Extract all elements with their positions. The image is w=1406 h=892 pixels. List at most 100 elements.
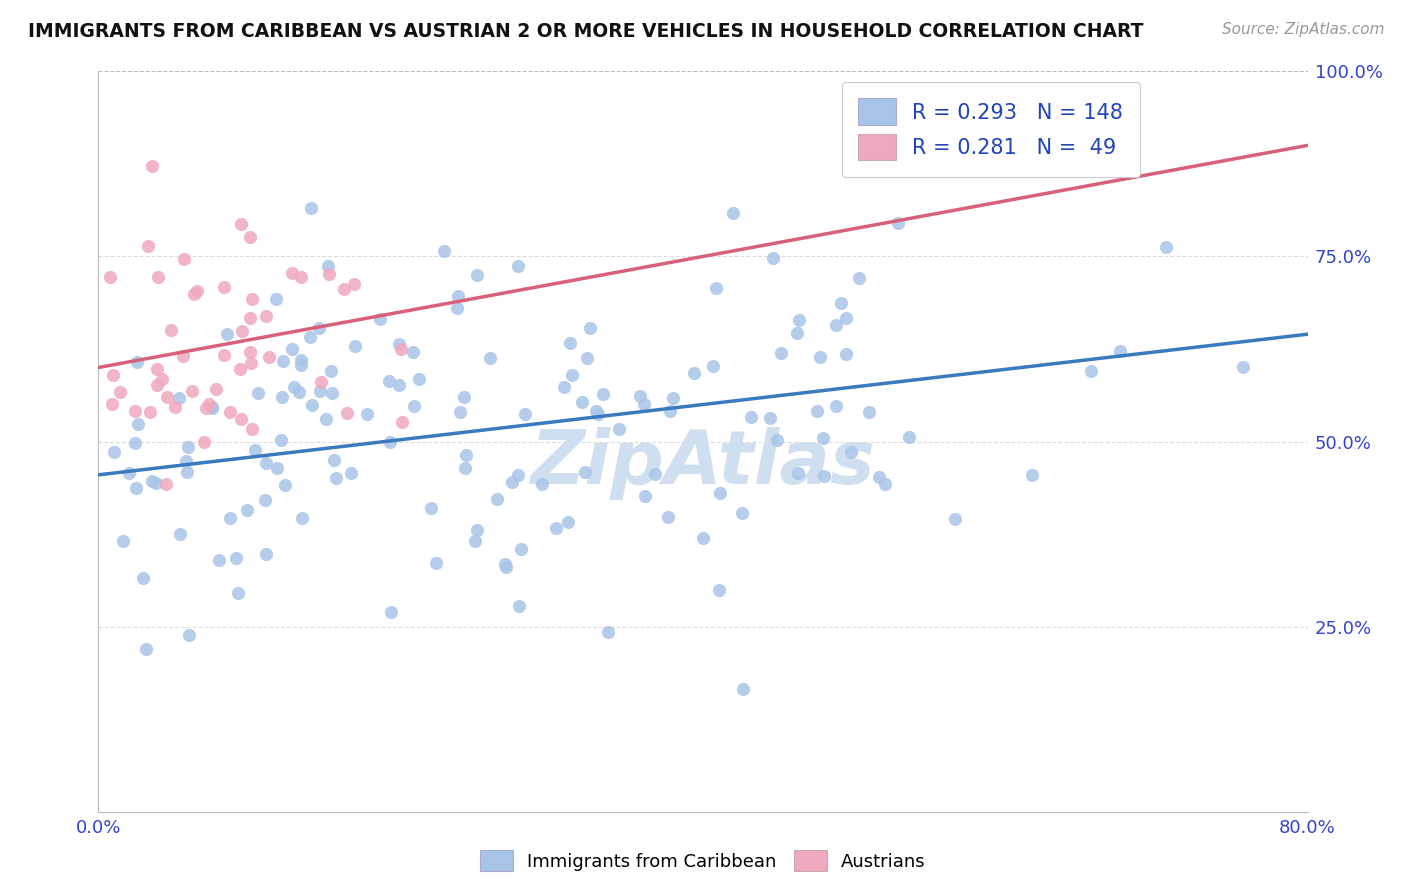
Point bbox=[177, 627, 200, 641]
Point bbox=[257, 350, 280, 364]
Point bbox=[288, 385, 311, 400]
Point bbox=[299, 202, 322, 216]
Point bbox=[465, 268, 488, 282]
Legend: Immigrants from Caribbean, Austrians: Immigrants from Caribbean, Austrians bbox=[472, 843, 934, 879]
Point bbox=[299, 330, 322, 344]
Point bbox=[155, 477, 177, 491]
Point bbox=[253, 493, 276, 508]
Point bbox=[557, 515, 579, 529]
Point bbox=[281, 343, 304, 357]
Point bbox=[446, 301, 468, 316]
Point bbox=[433, 244, 456, 259]
Point bbox=[309, 375, 332, 389]
Point bbox=[1021, 468, 1043, 483]
Point bbox=[344, 339, 367, 353]
Point bbox=[214, 348, 236, 362]
Point bbox=[172, 349, 194, 363]
Point bbox=[692, 531, 714, 545]
Point bbox=[858, 405, 880, 419]
Point bbox=[873, 477, 896, 491]
Point bbox=[731, 506, 754, 520]
Point bbox=[485, 492, 508, 507]
Point bbox=[402, 399, 425, 413]
Point bbox=[585, 404, 607, 418]
Point bbox=[139, 405, 162, 419]
Point bbox=[657, 509, 679, 524]
Point bbox=[356, 407, 378, 421]
Point bbox=[579, 321, 602, 335]
Point bbox=[506, 260, 529, 274]
Point bbox=[186, 285, 208, 299]
Point bbox=[388, 377, 411, 392]
Point bbox=[808, 350, 831, 364]
Point bbox=[127, 417, 149, 432]
Point bbox=[702, 359, 724, 374]
Point bbox=[575, 351, 598, 365]
Text: ZipAtlas: ZipAtlas bbox=[530, 427, 876, 500]
Point bbox=[290, 358, 312, 372]
Point bbox=[169, 526, 191, 541]
Point bbox=[596, 625, 619, 640]
Point bbox=[132, 571, 155, 585]
Point bbox=[201, 400, 224, 414]
Point bbox=[141, 159, 163, 173]
Point bbox=[658, 403, 681, 417]
Point bbox=[219, 511, 242, 525]
Point bbox=[943, 512, 966, 526]
Point bbox=[766, 433, 789, 447]
Point bbox=[174, 453, 197, 467]
Point bbox=[709, 486, 731, 500]
Point bbox=[478, 351, 501, 365]
Point bbox=[733, 681, 755, 696]
Point bbox=[333, 282, 356, 296]
Point bbox=[145, 362, 167, 376]
Point bbox=[704, 281, 727, 295]
Point bbox=[254, 456, 277, 470]
Point bbox=[271, 354, 294, 368]
Point bbox=[101, 397, 124, 411]
Point bbox=[103, 368, 125, 382]
Point bbox=[240, 356, 263, 370]
Point bbox=[634, 489, 657, 503]
Point bbox=[813, 469, 835, 483]
Point bbox=[239, 310, 262, 325]
Point bbox=[236, 502, 259, 516]
Point bbox=[150, 372, 173, 386]
Point bbox=[231, 324, 253, 338]
Point bbox=[163, 400, 186, 414]
Point bbox=[167, 391, 190, 405]
Point bbox=[1080, 364, 1102, 378]
Point bbox=[112, 533, 135, 548]
Point bbox=[336, 406, 359, 420]
Point bbox=[454, 461, 477, 475]
Point bbox=[156, 390, 179, 404]
Point bbox=[513, 407, 536, 421]
Point bbox=[103, 444, 125, 458]
Point bbox=[571, 395, 593, 409]
Point bbox=[848, 271, 870, 285]
Point bbox=[323, 453, 346, 467]
Point bbox=[197, 397, 219, 411]
Point bbox=[125, 481, 148, 495]
Point bbox=[574, 465, 596, 479]
Point bbox=[391, 415, 413, 429]
Text: Source: ZipAtlas.com: Source: ZipAtlas.com bbox=[1222, 22, 1385, 37]
Point bbox=[124, 435, 146, 450]
Point bbox=[229, 217, 252, 231]
Point bbox=[246, 386, 269, 401]
Point bbox=[887, 216, 910, 230]
Point bbox=[315, 412, 337, 426]
Point bbox=[661, 391, 683, 405]
Point bbox=[200, 401, 222, 415]
Point bbox=[215, 327, 238, 342]
Point bbox=[340, 466, 363, 480]
Point bbox=[464, 533, 486, 548]
Point bbox=[786, 326, 808, 340]
Point bbox=[141, 474, 163, 488]
Point bbox=[762, 251, 785, 265]
Point bbox=[787, 467, 810, 481]
Point bbox=[145, 378, 167, 392]
Point bbox=[447, 289, 470, 303]
Point bbox=[586, 408, 609, 422]
Point bbox=[824, 318, 846, 333]
